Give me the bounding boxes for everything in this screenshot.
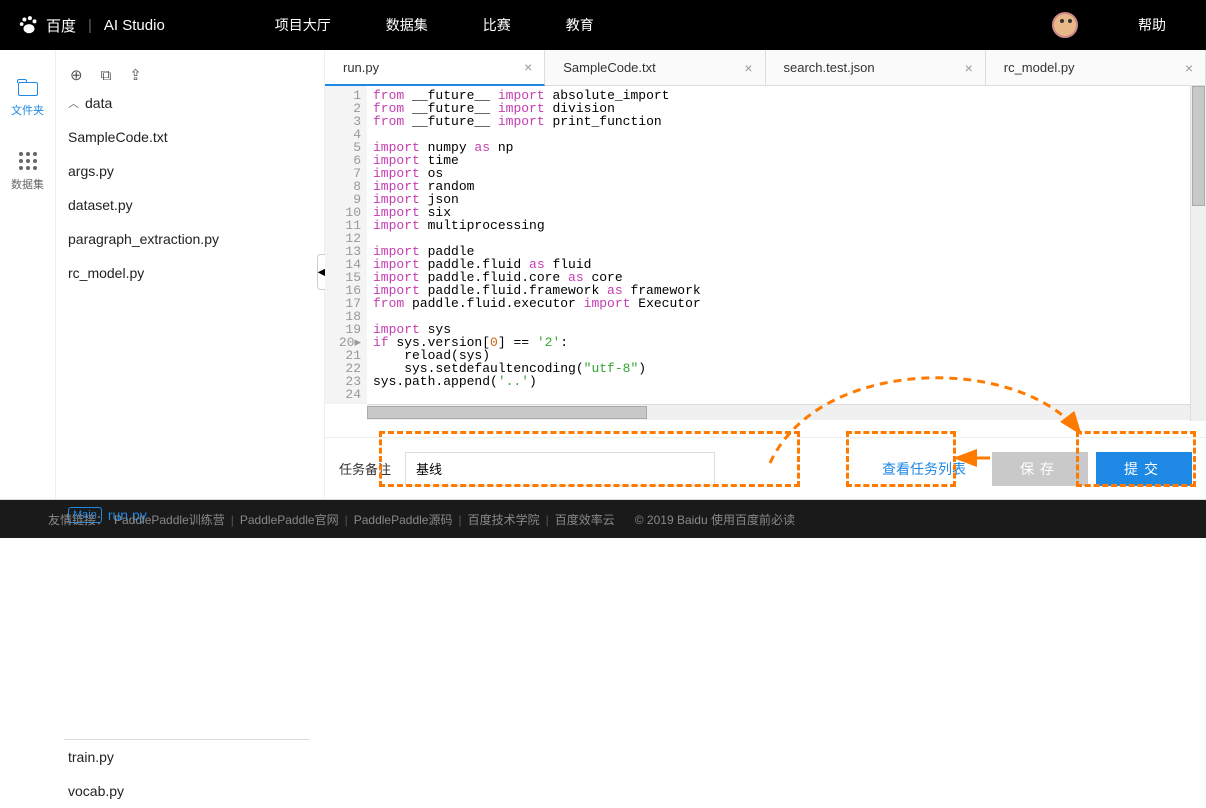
logo-text-baidu: 百度 <box>46 15 76 36</box>
left-icon-rail: 文件夹 数据集 <box>0 50 56 499</box>
tab-label: SampleCode.txt <box>563 60 656 75</box>
editor-tab[interactable]: rc_model.py × <box>986 50 1206 85</box>
submit-button[interactable]: 提交 <box>1096 452 1192 486</box>
tree-file[interactable]: train.py <box>64 740 310 774</box>
line-number: 24 <box>325 388 361 401</box>
code-line[interactable]: sys.path.append('..') <box>373 375 701 388</box>
editor-tab[interactable]: search.test.json × <box>766 50 986 85</box>
rail-dataset-label: 数据集 <box>11 176 44 192</box>
gutter: 1234567891011121314151617181920▸21222324 <box>325 86 367 404</box>
footer-link[interactable]: PaddlePaddle官网 <box>240 513 339 527</box>
h-scrollbar[interactable] <box>367 404 1190 420</box>
tab-label: run.py <box>343 60 379 75</box>
avatar[interactable] <box>1052 12 1078 38</box>
v-scrollbar[interactable] <box>1190 86 1206 421</box>
tree-file[interactable]: SampleCode.txt <box>64 120 310 154</box>
collapse-handle-icon[interactable]: ◀ <box>317 254 325 290</box>
h-scroll-thumb[interactable] <box>367 406 647 419</box>
rail-dataset[interactable]: 数据集 <box>11 152 44 192</box>
tree-file[interactable]: vocab.py <box>64 774 310 808</box>
note-input[interactable] <box>405 452 715 486</box>
logo[interactable]: 百度 | AI Studio <box>0 14 165 36</box>
footer-label: 友情链接： <box>48 511 108 528</box>
footer-link[interactable]: 百度效率云 <box>555 513 615 527</box>
tree-file[interactable]: rc_model.py <box>64 256 310 290</box>
close-icon[interactable]: × <box>524 59 532 75</box>
file-explorer: ⊕ ⧉ ⇪ ︿ dataSampleCode.txtargs.pydataset.p… <box>56 50 324 499</box>
footer-link[interactable]: 百度技术学院 <box>468 513 540 527</box>
rail-files[interactable]: 文件夹 <box>11 82 44 118</box>
note-label: 任务备注 <box>339 459 391 478</box>
toolbar-icon[interactable]: ⊕ <box>70 66 83 84</box>
footer-link[interactable]: PaddlePaddle源码 <box>354 513 453 527</box>
code-line[interactable]: import multiprocessing <box>373 219 701 232</box>
tab-label: rc_model.py <box>1004 60 1075 75</box>
code-line[interactable] <box>373 388 701 401</box>
code-editor[interactable]: 1234567891011121314151617181920▸21222324… <box>325 86 1206 437</box>
help-link[interactable]: 帮助 <box>1138 15 1166 35</box>
nav-item[interactable]: 项目大厅 <box>275 15 331 35</box>
nav-item[interactable]: 比赛 <box>483 15 511 35</box>
tree-folder[interactable]: ︿ data <box>64 86 310 120</box>
code-line[interactable]: from paddle.fluid.executor import Execut… <box>373 297 701 310</box>
baidu-paw-icon <box>18 14 40 36</box>
v-scroll-thumb[interactable] <box>1192 86 1205 206</box>
top-nav: 项目大厅 数据集 比赛 教育 <box>275 15 594 35</box>
action-bar: 任务备注 查看任务列表 保存 提交 <box>325 437 1206 499</box>
editor-tab[interactable]: SampleCode.txt × <box>545 50 765 85</box>
tree-file[interactable]: args.py <box>64 154 310 188</box>
logo-text-aistudio: AI Studio <box>104 17 165 34</box>
footer-copyright: © 2019 Baidu 使用百度前必读 <box>635 511 795 528</box>
tree-file[interactable]: paragraph_extraction.py <box>64 222 310 256</box>
nav-item[interactable]: 教育 <box>566 15 594 35</box>
tree-file[interactable]: dataset.py <box>64 188 310 222</box>
footer-link[interactable]: PaddlePaddle训练营 <box>114 513 225 527</box>
grid-icon <box>19 152 37 170</box>
tab-label: search.test.json <box>784 60 875 75</box>
file-toolbar: ⊕ ⧉ ⇪ <box>64 64 310 86</box>
view-tasks-link[interactable]: 查看任务列表 <box>882 459 966 479</box>
toolbar-icon[interactable]: ⇪ <box>129 66 142 84</box>
caret-icon: ︿ <box>68 95 79 111</box>
toolbar-icon[interactable]: ⧉ <box>101 67 112 84</box>
code-body[interactable]: from __future__ import absolute_importfr… <box>367 86 701 404</box>
topbar: 百度 | AI Studio 项目大厅 数据集 比赛 教育 帮助 <box>0 0 1206 50</box>
nav-item[interactable]: 数据集 <box>386 15 428 35</box>
folder-icon <box>18 82 38 96</box>
close-icon[interactable]: × <box>744 60 752 76</box>
code-line[interactable]: from __future__ import print_function <box>373 115 701 128</box>
save-button[interactable]: 保存 <box>992 452 1088 486</box>
close-icon[interactable]: × <box>1185 60 1193 76</box>
rail-files-label: 文件夹 <box>11 102 44 118</box>
main-area: 文件夹 数据集 ⊕⧉⇪ ︿ dataSampleCode.txtargs.pyd… <box>0 50 1206 500</box>
editor-tabs: run.py×SampleCode.txt×search.test.json×r… <box>325 50 1206 86</box>
editor-column: ◀ run.py×SampleCode.txt×search.test.json… <box>324 50 1206 499</box>
editor-tab[interactable]: run.py × <box>325 50 545 86</box>
logo-divider: | <box>88 17 92 34</box>
close-icon[interactable]: × <box>965 60 973 76</box>
